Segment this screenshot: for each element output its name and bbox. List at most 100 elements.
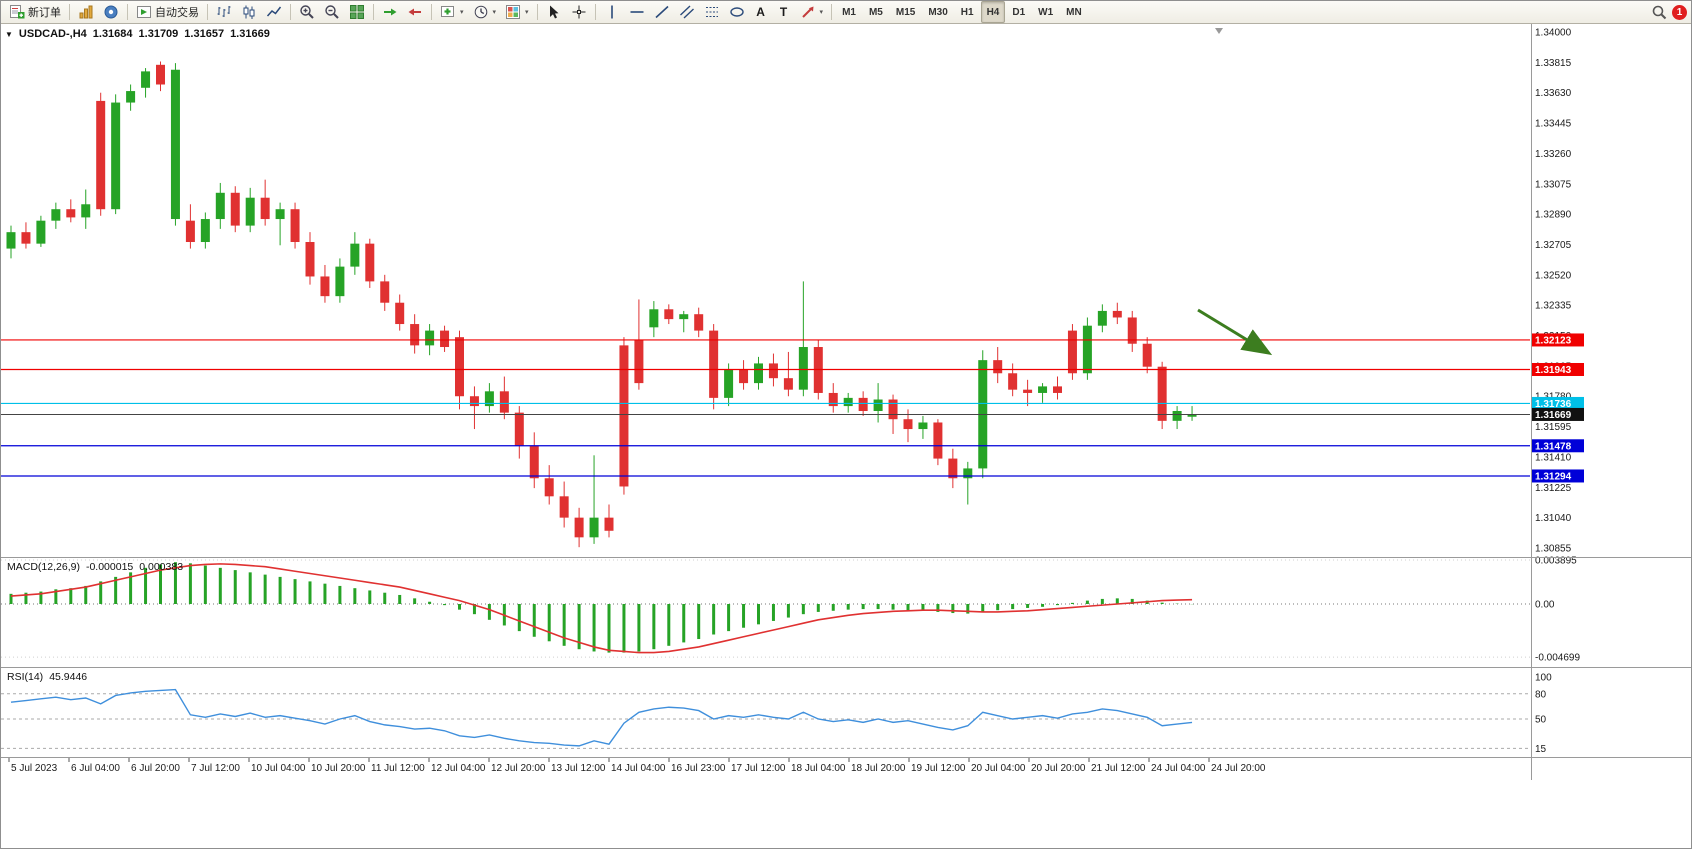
price-line-tag (1532, 396, 1584, 410)
chart-shift-button[interactable] (403, 1, 427, 23)
svg-text:19 Jul 12:00: 19 Jul 12:00 (911, 763, 966, 774)
candle (380, 281, 390, 303)
symbol-dropdown-icon[interactable]: ▼ (5, 29, 13, 39)
svg-text:1.33445: 1.33445 (1535, 119, 1572, 130)
candle (36, 220, 46, 244)
price-axis[interactable]: 1.34000 1.33815 1.33630 1.33445 1.33260 1.330… (1535, 28, 1580, 755)
timeframe-h4-button[interactable]: H4 (980, 1, 1006, 23)
new-order-button[interactable]: 新订单 (5, 1, 65, 23)
svg-text:1.31943: 1.31943 (1535, 365, 1572, 376)
candle (484, 391, 494, 407)
svg-text:50: 50 (1535, 715, 1547, 726)
svg-text:1.33075: 1.33075 (1535, 179, 1572, 190)
trendline-button[interactable] (650, 1, 674, 23)
candles-chart-icon (241, 4, 257, 20)
fibonacci-icon (704, 4, 720, 20)
svg-text:1.31736: 1.31736 (1535, 399, 1572, 410)
zoom-in-button[interactable] (295, 1, 319, 23)
auto-trading-button[interactable]: 自动交易 (132, 1, 203, 23)
svg-text:21 Jul 12:00: 21 Jul 12:00 (1091, 763, 1146, 774)
timeframe-h1-button[interactable]: H1 (960, 6, 974, 18)
cursor-button[interactable] (542, 1, 566, 23)
autotrading-icon (136, 4, 152, 20)
label-tool-button[interactable]: T (773, 1, 795, 23)
fibonacci-button[interactable] (700, 1, 724, 23)
candle (649, 309, 659, 328)
svg-text:5 Jul 2023: 5 Jul 2023 (11, 763, 58, 774)
channel-button[interactable] (675, 1, 699, 23)
candle (170, 69, 180, 220)
line-chart-button[interactable] (262, 1, 286, 23)
text-tool-button[interactable]: A (750, 1, 772, 23)
candle (948, 458, 958, 479)
candle (634, 340, 644, 384)
candle (111, 102, 121, 210)
timeframe-d1-button[interactable]: D1 (1012, 6, 1026, 18)
ohlc-open: 1.31684 (92, 28, 133, 40)
candle (230, 192, 240, 226)
timeframe-w1-button[interactable]: W1 (1038, 6, 1054, 18)
search-button[interactable] (1647, 1, 1671, 23)
crosshair-icon (571, 4, 587, 20)
svg-text:20 Jul 20:00: 20 Jul 20:00 (1031, 763, 1086, 774)
svg-text:-0.004699: -0.004699 (1535, 653, 1580, 664)
candle (1053, 386, 1062, 393)
timeframe-mn-button[interactable]: MN (1066, 6, 1082, 18)
navigator-button[interactable] (99, 1, 123, 23)
separator (431, 4, 432, 20)
zoom-out-button[interactable] (320, 1, 344, 23)
template-button[interactable]: ▾ (501, 1, 533, 23)
tile-windows-button[interactable] (345, 1, 369, 23)
arrow-annotation[interactable] (1197, 308, 1273, 356)
svg-text:80: 80 (1535, 689, 1547, 700)
shapes-button[interactable] (725, 1, 749, 23)
candle (156, 64, 165, 85)
auto-trading-label: 自动交易 (155, 7, 199, 19)
svg-text:18 Jul 20:00: 18 Jul 20:00 (851, 763, 906, 774)
quotes-button[interactable] (74, 1, 98, 23)
dropdown-caret-icon: ▾ (819, 9, 824, 16)
time-axis[interactable]: 5 Jul 2023 6 Jul 04:00 6 Jul 20:00 7 Jul 12… (8, 758, 1266, 774)
candle (544, 478, 554, 497)
indicators-button[interactable]: ▾ (436, 1, 468, 23)
timeframe-m30-button[interactable]: M30 (928, 6, 948, 18)
horizontal-line-button[interactable] (625, 1, 649, 23)
candle (126, 91, 136, 103)
auto-scroll-button[interactable] (378, 1, 402, 23)
template-icon (505, 4, 521, 20)
quotes-icon (78, 4, 94, 20)
ohlc-close: 1.31669 (230, 28, 270, 40)
svg-text:18 Jul 04:00: 18 Jul 04:00 (791, 763, 846, 774)
candle (888, 399, 898, 420)
zoom-in-icon (299, 4, 315, 20)
rsi-indicator-label: RSI(14) 45.9446 (7, 671, 87, 683)
candle (245, 197, 255, 226)
candle (783, 378, 793, 390)
candle (619, 345, 629, 487)
candle (260, 197, 270, 220)
timeframe-m15-button[interactable]: M15 (895, 6, 916, 18)
notification-badge[interactable]: 1 (1672, 4, 1687, 20)
separator (127, 4, 128, 20)
price-lines-layer[interactable]: 1.32123 1.31943 1.31736 1.31478 1.31294 (1, 333, 1584, 483)
periods-button[interactable]: ▾ (469, 1, 501, 23)
bars-chart-button[interactable] (212, 1, 236, 23)
macd-value-main: -0.000015 (85, 561, 134, 573)
timeframe-m1-button[interactable]: M1 (842, 6, 856, 18)
indicators-icon (440, 4, 456, 20)
candle (395, 302, 405, 325)
candles-chart-button[interactable] (237, 1, 261, 23)
separator (69, 4, 70, 20)
svg-text:20 Jul 04:00: 20 Jul 04:00 (971, 763, 1026, 774)
svg-text:100: 100 (1535, 673, 1552, 684)
candle (798, 347, 808, 390)
timeframe-m5-button[interactable]: M5 (868, 6, 883, 18)
svg-text:14 Jul 04:00: 14 Jul 04:00 (611, 763, 666, 774)
crosshair-button[interactable] (567, 1, 591, 23)
svg-text:0.00: 0.00 (1535, 600, 1555, 611)
candle (918, 422, 928, 430)
arrows-tool-button[interactable]: ▾ (796, 1, 828, 23)
vertical-line-button[interactable] (600, 1, 624, 23)
shift-marker-icon[interactable] (1215, 28, 1223, 34)
